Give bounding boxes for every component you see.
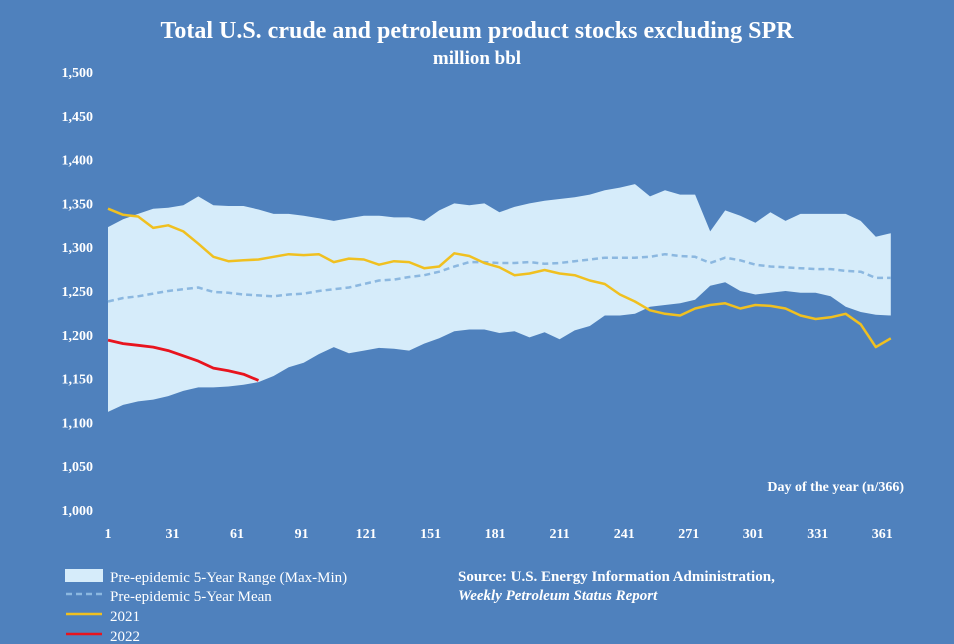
range-band: [108, 184, 891, 412]
source-line-1: Source: U.S. Energy Information Administ…: [458, 569, 775, 585]
y-tick-label: 1,200: [62, 329, 94, 344]
legend-label-2022: 2022: [110, 629, 140, 644]
range-band-layer: [108, 184, 891, 412]
x-tick-label: 361: [872, 527, 893, 542]
x-tick-label: 121: [356, 527, 377, 542]
series-lines-layer: [107, 207, 892, 382]
y-tick-label: 1,300: [62, 241, 94, 256]
series-2021-line: [107, 207, 892, 349]
x-tick-label: 61: [230, 527, 244, 542]
x-tick-label: 151: [420, 527, 441, 542]
legend-label-2021: 2021: [110, 609, 140, 625]
chart-subtitle: million bbl: [433, 48, 521, 69]
x-tick-label: 181: [485, 527, 506, 542]
legend-label-range: Pre-epidemic 5-Year Range (Max-Min): [110, 570, 347, 586]
legend-swatch-range: [65, 569, 103, 582]
x-tick-label: 31: [166, 527, 180, 542]
x-tick-label: 301: [743, 527, 764, 542]
y-tick-label: 1,100: [62, 416, 94, 431]
y-tick-label: 1,400: [62, 154, 94, 169]
y-tick-label: 1,450: [62, 110, 94, 125]
legend: Pre-epidemic 5-Year Range (Max-Min) Pre-…: [65, 569, 347, 644]
x-tick-label: 211: [549, 527, 569, 542]
y-tick-label: 1,250: [62, 285, 94, 300]
x-tick-label: 271: [678, 527, 699, 542]
series-2022-line: [107, 338, 260, 382]
mean-series-line: [107, 252, 891, 303]
x-axis-ticks: 1 31 61 91 121 151 181 211 241 271 301 331 361: [105, 527, 893, 542]
y-tick-label: 1,000: [62, 504, 94, 519]
x-tick-label: 241: [614, 527, 635, 542]
y-tick-label: 1,150: [62, 373, 94, 388]
x-tick-label: 331: [807, 527, 828, 542]
y-axis-ticks: 1,000 1,050 1,100 1,150 1,200 1,250 1,300 1,350…: [62, 66, 94, 519]
x-axis-label: Day of the year (n/366): [767, 480, 904, 495]
x-tick-label: 91: [295, 527, 309, 542]
chart-title: Total U.S. crude and petroleum product s…: [161, 18, 795, 44]
y-tick-label: 1,500: [62, 66, 94, 81]
y-tick-label: 1,050: [62, 460, 94, 475]
source-line-2: Weekly Petroleum Status Report: [458, 588, 658, 604]
legend-label-mean: Pre-epidemic 5-Year Mean: [110, 589, 272, 605]
x-tick-label: 1: [105, 527, 112, 542]
y-tick-label: 1,350: [62, 197, 94, 212]
